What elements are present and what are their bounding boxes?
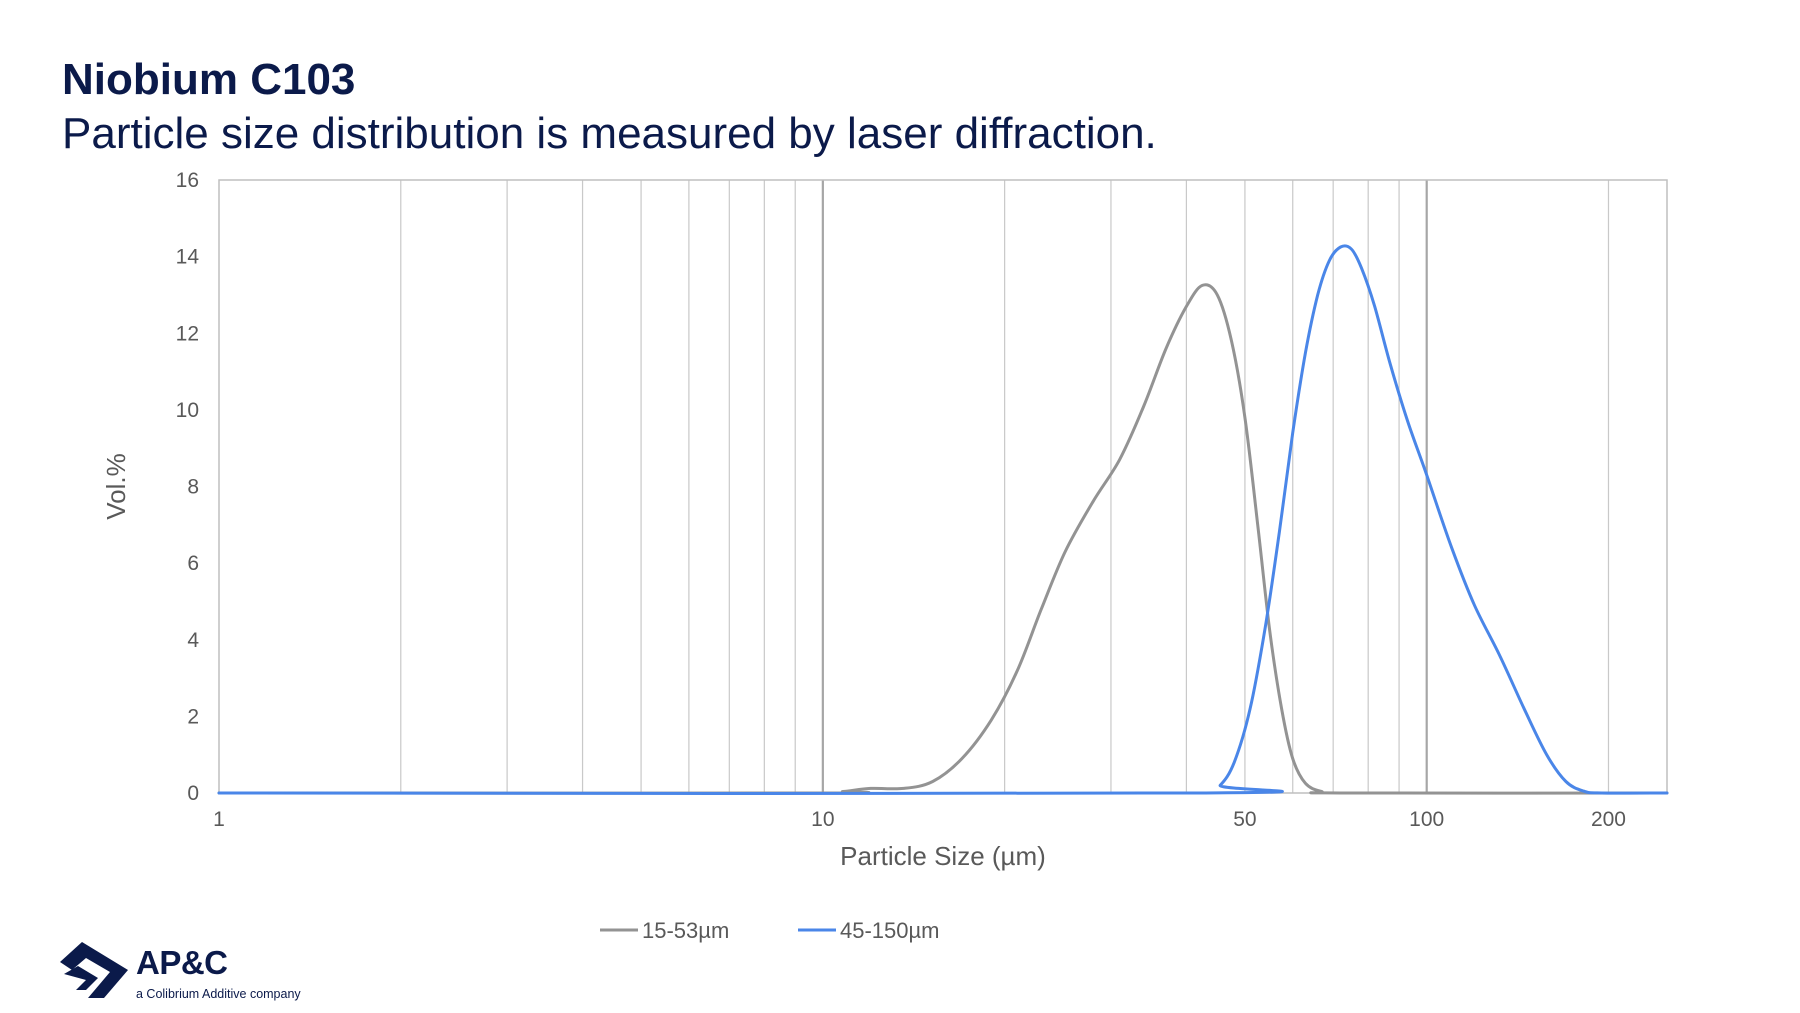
y-tick-label: 12 bbox=[176, 322, 199, 345]
x-axis-label: Particle Size (µm) bbox=[840, 841, 1046, 871]
chart-title: Niobium C103 bbox=[62, 55, 356, 104]
y-tick-label: 10 bbox=[176, 399, 199, 422]
apc-logo-mark-icon bbox=[60, 942, 128, 998]
y-axis-ticks: 0 2 4 6 8 10 12 14 16 bbox=[176, 169, 200, 805]
grid-lines bbox=[400, 180, 1610, 793]
series-lines bbox=[217, 244, 1669, 796]
y-axis-label: Vol.% bbox=[101, 453, 131, 520]
y-tick-label: 16 bbox=[176, 169, 199, 192]
x-tick-label: 100 bbox=[1409, 808, 1444, 831]
x-tick-label: 50 bbox=[1233, 808, 1256, 831]
x-axis-ticks: 1 10 50 100 200 bbox=[213, 808, 1626, 831]
plot-area-border bbox=[218, 179, 1668, 794]
y-tick-label: 0 bbox=[187, 782, 199, 805]
series-line-1 bbox=[217, 283, 1669, 795]
series-line-2 bbox=[217, 244, 1669, 796]
y-tick-label: 14 bbox=[176, 246, 200, 269]
logo-tagline: a Colibrium Additive company bbox=[136, 987, 301, 1001]
x-tick-label: 1 bbox=[213, 808, 225, 831]
x-tick-label: 200 bbox=[1591, 808, 1626, 831]
company-logo: AP&C a Colibrium Additive company bbox=[58, 940, 318, 1010]
logo-wordmark: AP&C bbox=[136, 944, 228, 981]
y-tick-label: 8 bbox=[187, 476, 199, 499]
legend-label-2: 45-150µm bbox=[840, 918, 940, 943]
y-tick-label: 4 bbox=[187, 629, 199, 652]
x-tick-label: 10 bbox=[811, 808, 834, 831]
legend-label-1: 15-53µm bbox=[642, 918, 729, 943]
y-tick-label: 2 bbox=[187, 705, 199, 728]
chart-subtitle: Particle size distribution is measured b… bbox=[62, 109, 1157, 158]
y-tick-label: 6 bbox=[187, 552, 199, 575]
legend: 15-53µm 45-150µm bbox=[600, 918, 940, 943]
